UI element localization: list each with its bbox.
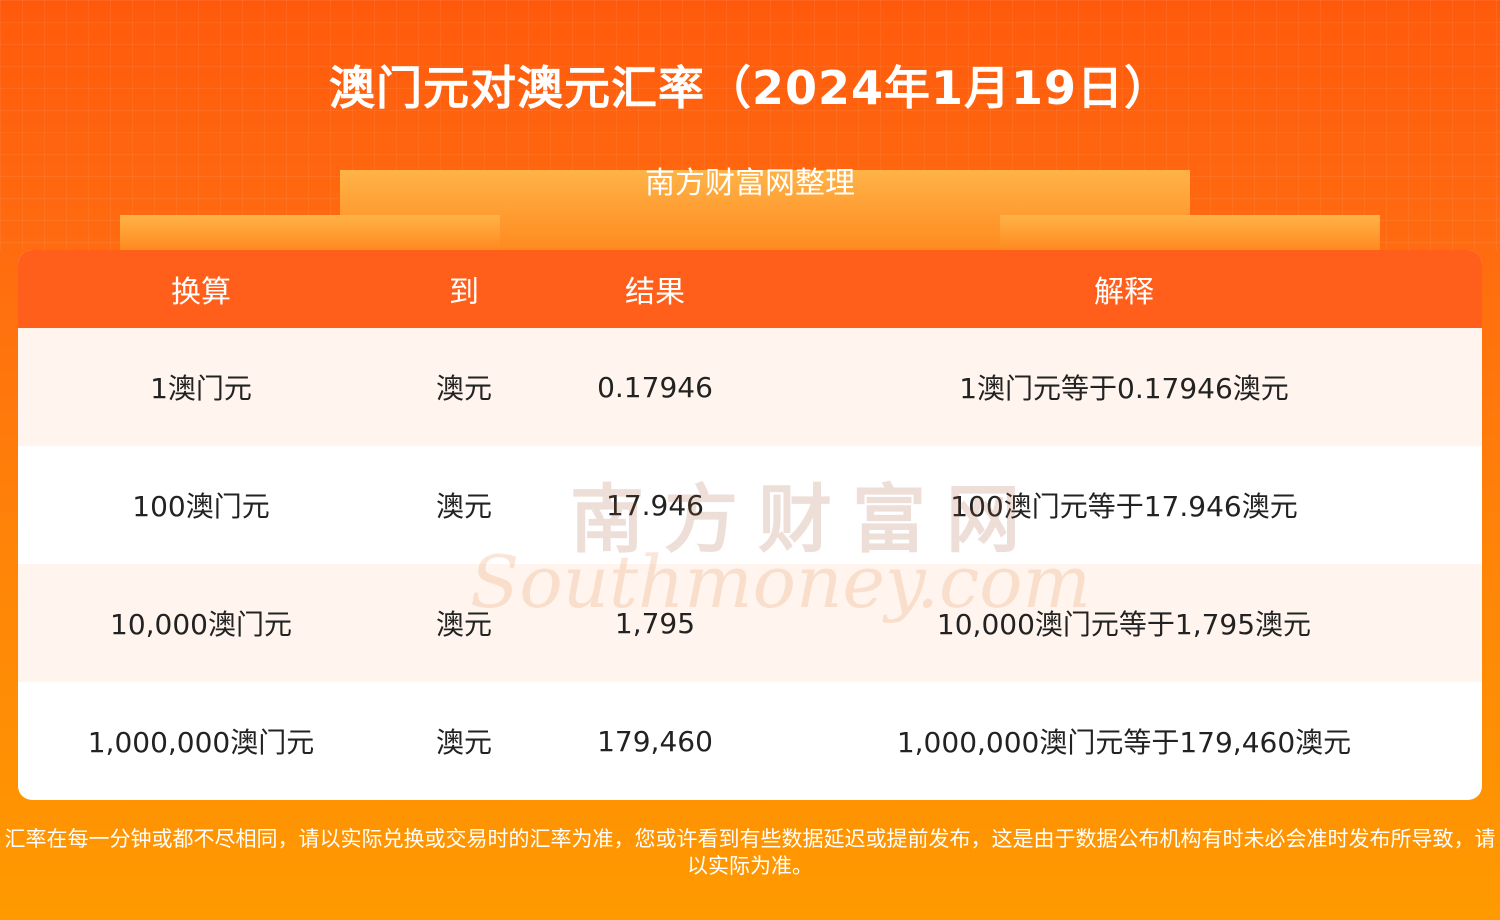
- decor-podium: [1000, 215, 1380, 250]
- decor-podium: [120, 215, 500, 250]
- cell-result: 0.17946: [597, 370, 713, 404]
- cell-amount: 100澳门元: [132, 490, 270, 523]
- page-title: 澳门元对澳元汇率（2024年1月19日）: [328, 61, 1172, 115]
- cell-result: 17.946: [606, 488, 704, 522]
- cell-target: 澳元: [435, 608, 492, 641]
- cell-explanation: 1,000,000澳门元等于179,460澳元: [896, 726, 1352, 759]
- table-row: 1澳门元 澳元 0.17946 1澳门元等于0.17946澳元: [18, 328, 1482, 446]
- table-row: 100澳门元 澳元 17.946 100澳门元等于17.946澳元: [18, 446, 1482, 564]
- cell-explanation: 10,000澳门元等于1,795澳元: [936, 608, 1312, 641]
- cell-target: 澳元: [435, 372, 492, 405]
- column-header: 结果: [625, 275, 685, 310]
- table-row: 1,000,000澳门元 澳元 179,460 1,000,000澳门元等于17…: [18, 682, 1482, 800]
- cell-result: 1,795: [614, 606, 696, 640]
- cell-amount: 10,000澳门元: [110, 608, 292, 641]
- page-subtitle: 南方财富网整理: [645, 166, 855, 201]
- column-header: 到: [449, 275, 479, 310]
- cell-target: 澳元: [435, 490, 492, 523]
- cell-explanation: 100澳门元等于17.946澳元: [950, 490, 1298, 523]
- cell-amount: 1,000,000澳门元: [87, 726, 315, 759]
- cell-target: 澳元: [435, 726, 492, 759]
- cell-explanation: 1澳门元等于0.17946澳元: [959, 372, 1289, 405]
- disclaimer-note: 汇率在每一分钟或都不尽相同，请以实际兑换或交易时的汇率为准，您或许看到有些数据延…: [4, 827, 1496, 878]
- column-header: 换算: [171, 275, 231, 310]
- cell-result: 179,460: [597, 724, 713, 758]
- table-row: 10,000澳门元 澳元 1,795 10,000澳门元等于1,795澳元: [18, 564, 1482, 682]
- exchange-table: 换算 到 结果 解释 1澳门元 澳元 0.17946 1澳门元等于0.17946…: [18, 250, 1482, 800]
- cell-amount: 1澳门元: [150, 372, 252, 405]
- column-header: 解释: [1094, 275, 1154, 310]
- table-header-row: 换算 到 结果 解释: [18, 250, 1482, 328]
